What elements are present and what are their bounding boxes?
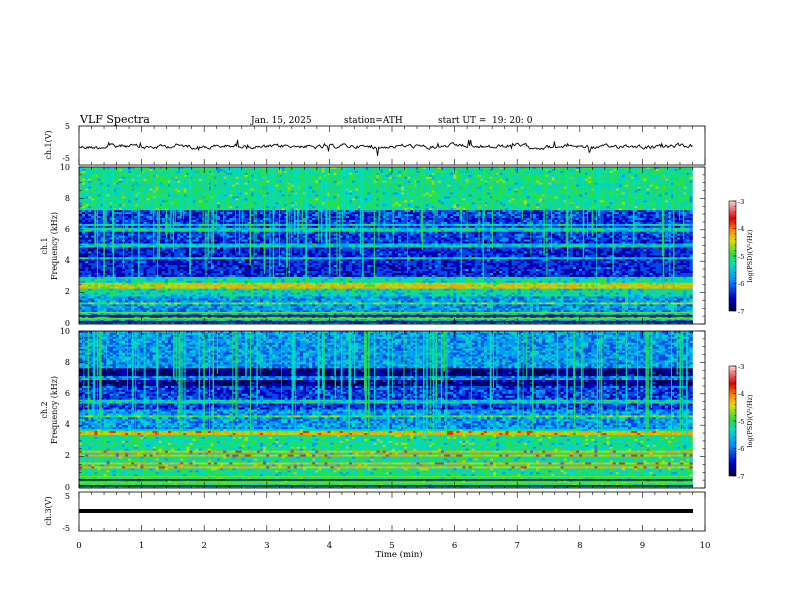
ch2-ytick-0: 0 [65, 483, 70, 492]
ch2-colorbar-label: log(PSD)(V²/Hz) [746, 394, 754, 447]
ch1-waveform-panel: 5 -5 ch.1(V) [44, 122, 706, 166]
ch2-ytick-2: 2 [65, 451, 70, 460]
ch2-colorbar-ticks [733, 365, 736, 477]
ch3-ytick-bottom: -5 [62, 524, 70, 533]
ch2-cb-tick-m7: -7 [738, 473, 744, 481]
ch1-ytick-4: 4 [65, 256, 70, 265]
ch1-spectrogram-ylabel-line1: ch.1 [40, 237, 49, 254]
ch1-colorbar-label: log(PSD)(V²/Hz) [746, 229, 754, 282]
station-label: station=ATH [344, 116, 403, 126]
x-tick-label-6: 6 [452, 541, 457, 551]
x-tick-label-8: 8 [577, 541, 582, 551]
ch2-cb-tick-m5: -5 [738, 418, 744, 426]
ch1-cb-tick-m3: -3 [738, 198, 744, 206]
x-tick-label-2: 2 [201, 541, 206, 551]
ch1-cb-tick-m5: -5 [738, 253, 744, 261]
ch1-ytick-2: 2 [65, 287, 70, 296]
ch1-waveform-ticks [78, 126, 706, 165]
ch2-ytick-8: 8 [65, 358, 70, 367]
ch1-spectrogram-ylabel-line2: Frequency (kHz) [50, 212, 59, 280]
ch1-ytick-0: 0 [65, 319, 70, 328]
ch1-cb-tick-m6: -6 [738, 280, 744, 288]
time-axis: 0 1 2 3 4 5 6 7 8 9 10 [76, 541, 710, 551]
ch2-cb-tick-m6: -6 [738, 445, 744, 453]
ch1-spectrogram-panel: 10 8 6 4 2 0 ch.1 Frequency (kHz) [40, 163, 706, 328]
ch1-cb-tick-m7: -7 [738, 308, 744, 316]
ch1-ytick-bottom: -5 [62, 154, 70, 163]
ch1-waveform-ylabel: ch.1(V) [44, 130, 53, 159]
x-tick-label-4: 4 [327, 541, 332, 551]
date-label: Jan. 15, 2025 [250, 116, 312, 126]
ch2-ytick-6: 6 [65, 389, 70, 398]
ch3-waveform-ticks [78, 492, 706, 531]
ch2-spectrogram-ticks [78, 330, 706, 489]
ch1-ytick-top: 5 [65, 122, 70, 131]
x-tick-label-10: 10 [700, 541, 711, 551]
ch2-ytick-4: 4 [65, 420, 70, 429]
ch2-cb-tick-m4: -4 [738, 390, 744, 398]
ch1-waveform-line [78, 139, 693, 156]
ch1-ytick-6: 6 [65, 225, 70, 234]
ch2-spectrogram-panel: 10 8 6 4 2 0 ch.2 Frequency (kHz) [40, 327, 706, 492]
ch1-cb-tick-m4: -4 [738, 225, 744, 233]
ch1-colorbar-ticks [733, 200, 736, 312]
ch1-ytick-8: 8 [65, 194, 70, 203]
ch3-waveform-ylabel: ch.3(V) [44, 496, 53, 525]
ch3-waveform-panel: 5 -5 ch.3(V) [44, 491, 706, 533]
ch2-spectrogram-ylabel-line1: ch.2 [40, 401, 49, 418]
ch3-ytick-top: 5 [65, 492, 70, 501]
ch1-spectrogram-image [79, 167, 705, 325]
figure-title: VLF Spectra [79, 113, 150, 126]
x-tick-label-9: 9 [640, 541, 645, 551]
ch1-spectrogram-ticks [78, 166, 706, 325]
ch2-colorbar: -3 -4 -5 -6 -7 log(PSD)(V²/Hz) [728, 363, 754, 481]
ch1-ytick-10: 10 [60, 163, 70, 172]
ch2-spectrogram-ylabel-line2: Frequency (kHz) [50, 376, 59, 444]
ch2-spectrogram-image [79, 331, 705, 489]
ch2-ytick-10: 10 [60, 327, 70, 336]
x-tick-label-7: 7 [514, 541, 519, 551]
x-tick-label-5: 5 [389, 541, 394, 551]
start-ut-value: 19: 20: 0 [492, 116, 533, 126]
ch2-cb-tick-m3: -3 [738, 363, 744, 371]
x-tick-label-0: 0 [76, 541, 81, 551]
start-ut-label: start UT = [438, 116, 486, 126]
x-tick-label-3: 3 [264, 541, 269, 551]
ch3-waveform-line [79, 509, 693, 513]
x-tick-label-1: 1 [139, 541, 144, 551]
x-axis-label: Time (min) [375, 549, 422, 560]
ch1-colorbar: -3 -4 -5 -6 -7 log(PSD)(V²/Hz) [728, 198, 754, 316]
